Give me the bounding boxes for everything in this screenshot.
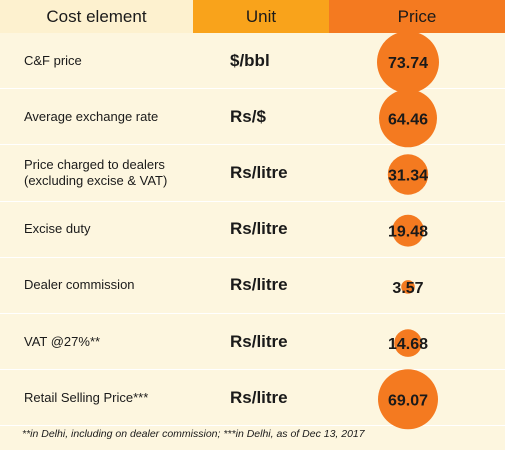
- header-unit: Unit: [193, 0, 329, 33]
- cost-element-label: Retail Selling Price***: [24, 370, 148, 425]
- unit-label: Rs/litre: [230, 162, 288, 182]
- cost-element-label: Dealer commission: [24, 258, 135, 313]
- header-cost-element: Cost element: [0, 0, 193, 33]
- cost-element-label: C&F price: [24, 33, 82, 88]
- cost-element-text: C&F price: [24, 52, 82, 68]
- cost-element-label: VAT @27%**: [24, 314, 100, 369]
- table-row: Dealer commission Rs/litre: [0, 258, 505, 314]
- unit-label: Rs/litre: [230, 331, 288, 351]
- unit-label: $/bbl: [230, 50, 270, 70]
- cost-element-text: Price charged to dealers: [24, 156, 165, 172]
- cost-element-label: Excise duty: [24, 202, 90, 257]
- unit-label: Rs/$: [230, 106, 266, 126]
- cost-element-text: Retail Selling Price***: [24, 389, 149, 405]
- cost-element-text: Average exchange rate: [24, 108, 159, 124]
- table-row: C&F price $/bbl: [0, 33, 505, 90]
- table-row: Average exchange rate Rs/$: [0, 89, 505, 146]
- cost-element-text: Excise duty: [24, 221, 91, 237]
- footnote: **in Delhi, including on dealer commissi…: [22, 428, 365, 440]
- table-row: Retail Selling Price*** Rs/litre: [0, 370, 505, 427]
- header-price: Price: [329, 0, 505, 33]
- cost-element-label: Price charged to dealers (excluding excis…: [24, 145, 167, 200]
- unit-label: Rs/litre: [230, 275, 288, 295]
- cost-element-text: VAT @27%**: [24, 333, 101, 349]
- unit-label: Rs/litre: [230, 219, 288, 239]
- table-row: Price charged to dealers (excluding excis…: [0, 145, 505, 202]
- cost-element-subtext: (excluding excise & VAT): [24, 172, 168, 188]
- cost-element-label: Average exchange rate: [24, 89, 158, 144]
- table-row: Excise duty Rs/litre: [0, 202, 505, 258]
- cost-element-text: Dealer commission: [24, 277, 135, 293]
- table-row: VAT @27%** Rs/litre: [0, 314, 505, 371]
- unit-label: Rs/litre: [230, 387, 288, 407]
